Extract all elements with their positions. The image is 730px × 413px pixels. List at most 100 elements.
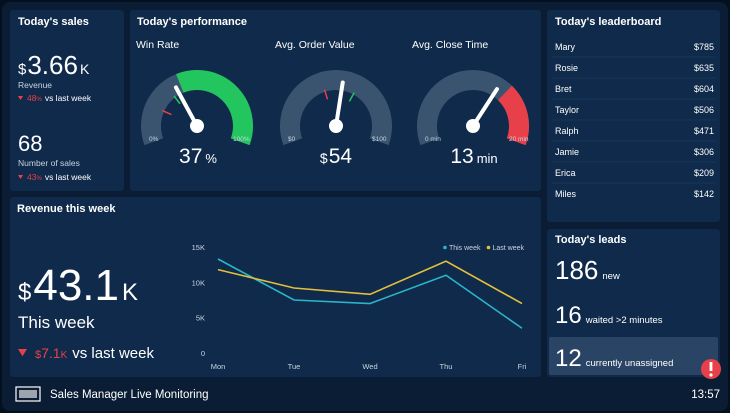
leader-name: Miles — [555, 189, 577, 199]
logo — [15, 386, 41, 402]
text-part: 3.66 — [27, 50, 78, 80]
y-tick-label: 5K — [196, 314, 205, 323]
panel-title: Today's leaderboard — [555, 16, 661, 28]
text-part: 43 — [27, 172, 37, 182]
leader-value: $635 — [694, 63, 714, 73]
gauge-title: Avg. Order Value — [275, 39, 355, 51]
text-part: currently unassigned — [586, 358, 674, 369]
legend-label: This week — [449, 245, 481, 252]
series-line — [217, 260, 523, 305]
panel-title: Today's leads — [555, 234, 627, 246]
gauge-needle — [173, 85, 199, 128]
leaderboard-panel — [547, 10, 720, 222]
gauge-target — [348, 92, 355, 102]
text-line: 37% — [179, 145, 217, 168]
text-part: 37 — [179, 145, 202, 168]
text-part: vs last week — [45, 93, 92, 103]
text-part: waited >2 minutes — [585, 315, 663, 326]
text-part: % — [205, 151, 217, 166]
leader-value: $306 — [694, 147, 714, 157]
y-tick-label: 0 — [201, 349, 205, 358]
metric-value: 68 — [18, 131, 42, 156]
text-line: $7.1K vs last week — [35, 345, 154, 362]
text-part: min — [477, 151, 498, 166]
text-part: 54 — [329, 145, 353, 168]
text-part: $ — [35, 349, 41, 361]
text-part: vs last week — [45, 172, 92, 182]
text-part: 48 — [27, 93, 37, 103]
text-line: 48% vs last week — [27, 93, 92, 103]
leader-name: Bret — [555, 84, 572, 94]
text-part: % — [36, 176, 42, 182]
down-arrow — [18, 96, 23, 100]
leader-name: Taylor — [555, 105, 579, 115]
text-line: $54 — [320, 145, 352, 168]
revenue-panel — [10, 197, 541, 377]
gauge-min-label: 0% — [149, 136, 159, 143]
gauge-hub — [190, 119, 204, 133]
leader-value: $506 — [694, 105, 714, 115]
gauge-title: Win Rate — [136, 39, 179, 51]
leader-name: Rosie — [555, 63, 578, 73]
metric-label: This week — [18, 313, 95, 332]
panel-title: Revenue this week — [17, 203, 116, 215]
leads-highlight — [549, 337, 718, 375]
footer-title: Sales Manager Live Monitoring — [50, 389, 209, 401]
gauge-zone — [176, 70, 253, 146]
leader-value: $604 — [694, 84, 714, 94]
legend-swatch — [486, 245, 491, 250]
legend-label: Last week — [492, 245, 524, 252]
x-tick-label: Mon — [211, 362, 226, 371]
gauge-max-label: $100 — [372, 136, 387, 143]
text-line: $43.1 K — [18, 261, 138, 310]
text-part: $ — [18, 61, 27, 78]
leader-name: Ralph — [555, 126, 579, 136]
gauge-max-label: 20 min — [509, 136, 529, 143]
text-part: % — [36, 97, 42, 103]
text-line: 186 new — [555, 255, 620, 285]
leader-name: Erica — [555, 168, 576, 178]
x-tick-label: Thu — [440, 362, 453, 371]
leader-value: $142 — [694, 189, 714, 199]
footer-time: 13:57 — [691, 389, 720, 401]
leader-name: Jamie — [555, 147, 579, 157]
leader-name: Mary — [555, 42, 575, 52]
y-tick-label: 15K — [192, 243, 205, 252]
gauge-min-label: 0 min — [425, 136, 441, 143]
text-part: $ — [18, 279, 31, 306]
panel-title: Today's performance — [137, 16, 247, 28]
text-line: 12 currently unassigned — [555, 345, 673, 372]
leader-value: $209 — [694, 168, 714, 178]
down-arrow — [18, 175, 23, 179]
gauge-needle — [334, 80, 345, 128]
logo-mark — [19, 390, 37, 398]
gauge-hub — [329, 119, 343, 133]
gauge-zone — [497, 85, 529, 146]
text-part: 16 — [555, 302, 582, 329]
y-tick-label: 10K — [192, 278, 205, 287]
performance-panel — [130, 10, 541, 191]
alert-dot — [709, 373, 713, 377]
metric-label: Number of sales — [18, 158, 80, 168]
text-part: 12 — [555, 345, 582, 372]
text-part: new — [602, 271, 620, 282]
down-arrow — [18, 349, 27, 357]
gauge-target — [173, 95, 181, 105]
series-line — [217, 258, 523, 329]
text-part: K — [80, 61, 90, 77]
metric-label: Revenue — [18, 80, 52, 90]
gauge-title: Avg. Close Time — [412, 39, 488, 51]
text-part: K — [122, 279, 138, 306]
text-line: 16 waited >2 minutes — [555, 302, 663, 329]
sales-panel — [10, 10, 124, 191]
gauge-target — [161, 109, 172, 116]
leader-value: $785 — [694, 42, 714, 52]
gauge-track — [280, 70, 392, 146]
gauge-target — [323, 89, 329, 100]
panel-title: Today's sales — [18, 16, 89, 28]
text-part: K — [61, 350, 68, 361]
legend-swatch — [443, 245, 447, 250]
text-part: 43.1 — [33, 261, 119, 310]
